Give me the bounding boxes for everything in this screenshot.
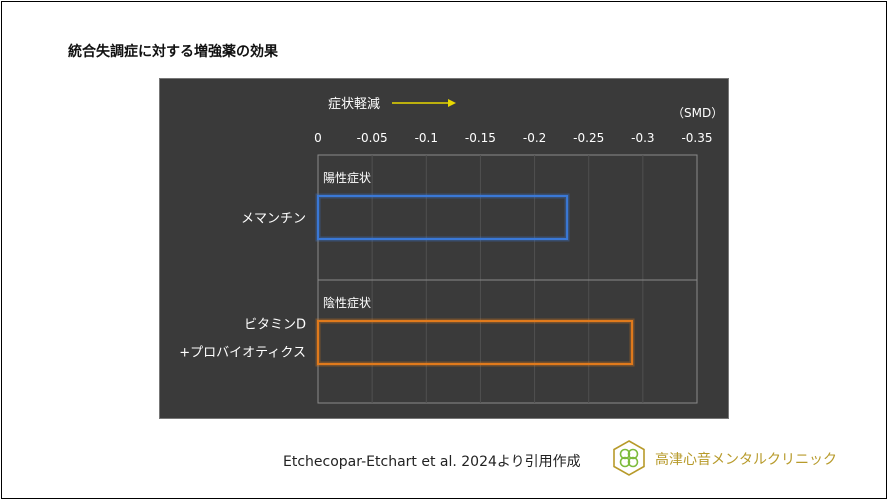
x-tick-label: -0.1 bbox=[415, 131, 438, 145]
section-label: 陽性症状 bbox=[323, 170, 371, 185]
bar-glow bbox=[315, 193, 570, 242]
section-label: 陰性症状 bbox=[323, 295, 371, 310]
direction-label: 症状軽減 bbox=[328, 96, 380, 112]
bar-glow bbox=[315, 318, 635, 367]
citation-text: Etchecopar-Etchart et al. 2024より引用作成 bbox=[283, 454, 581, 470]
clover-logo-icon bbox=[613, 440, 645, 476]
x-tick-label: -0.25 bbox=[573, 131, 604, 145]
x-tick-label: -0.05 bbox=[357, 131, 388, 145]
chart-panel bbox=[159, 78, 729, 419]
direction-arrow-head bbox=[448, 99, 456, 107]
slide-title: 統合失調症に対する増強薬の効果 bbox=[68, 44, 278, 60]
x-tick-label: -0.15 bbox=[465, 131, 496, 145]
unit-label: （SMD） bbox=[672, 106, 723, 120]
bar bbox=[317, 320, 634, 365]
x-tick-label: -0.3 bbox=[631, 131, 654, 145]
category-label: ビタミンD bbox=[244, 318, 306, 333]
bar bbox=[317, 195, 569, 240]
plot-area bbox=[317, 154, 698, 404]
clinic-name: 高津心音メンタルクリニック bbox=[655, 452, 837, 468]
x-tick-label: 0 bbox=[314, 131, 322, 145]
category-label: メマンチン bbox=[241, 212, 306, 227]
category-label: +プロバイオティクス bbox=[179, 346, 306, 361]
x-tick-label: -0.2 bbox=[523, 131, 546, 145]
x-tick-label: -0.35 bbox=[681, 131, 712, 145]
